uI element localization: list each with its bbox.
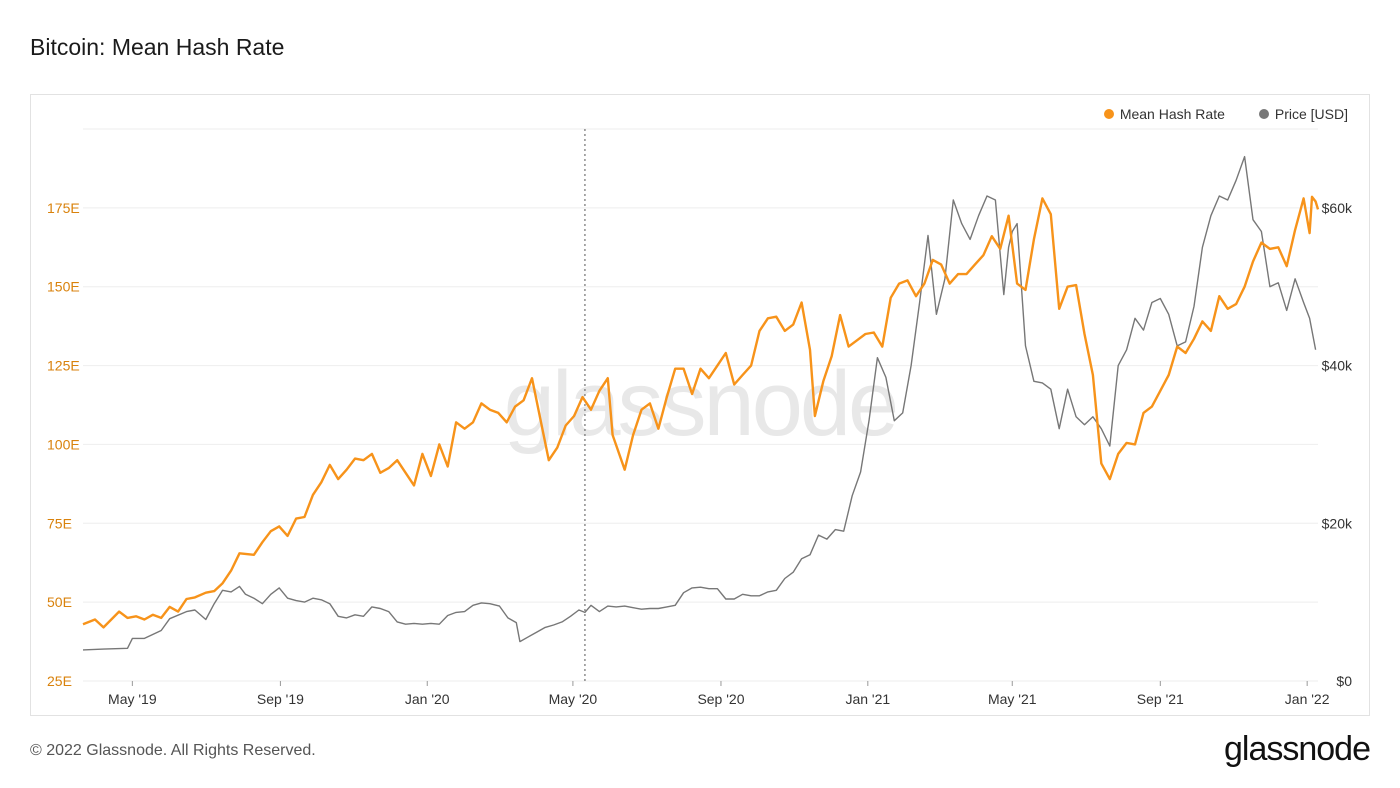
copyright-footer: © 2022 Glassnode. All Rights Reserved.: [30, 742, 316, 759]
x-axis-tick-label: Jan '20: [405, 691, 450, 707]
price-usd-series-line: [82, 155, 1317, 651]
left-axis-tick-label: 175E: [47, 200, 80, 216]
x-axis-tick-label: Sep '21: [1137, 691, 1184, 707]
x-axis-tick-label: May '20: [549, 691, 598, 707]
right-axis-tick-label: $40k: [1322, 358, 1353, 374]
right-axis-tick-label: $0: [1336, 673, 1352, 689]
legend-item-price[interactable]: Price [USD]: [1258, 106, 1348, 122]
left-axis-tick-label: 150E: [47, 279, 80, 295]
grid-lines: [83, 128, 1318, 682]
legend-item-hash-rate[interactable]: Mean Hash Rate: [1103, 106, 1225, 122]
chart-frame: [30, 94, 1370, 716]
chart-title: Bitcoin: Mean Hash Rate: [30, 34, 285, 60]
chart-legend: Mean Hash Rate Price [USD]: [1103, 106, 1348, 122]
left-axis-tick-label: 100E: [47, 436, 80, 452]
left-axis-tick-label: 25E: [47, 673, 72, 689]
price-legend-dot-icon: [1258, 109, 1269, 119]
x-axis-tick-label: May '21: [988, 691, 1037, 707]
brand-logo[interactable]: glassnode: [1223, 730, 1371, 768]
left-axis-tick-label: 125E: [47, 358, 80, 374]
x-axis-tick-label: Jan '21: [845, 691, 890, 707]
x-axis-tick-label: Sep '19: [257, 691, 304, 707]
left-axis: 25E 50E 75E 100E 125E 150E 175E: [47, 200, 80, 689]
left-axis-tick-label: 75E: [47, 515, 72, 531]
mean-hash-rate-series-line: [82, 195, 1320, 629]
left-axis-tick-label: 50E: [47, 594, 72, 610]
right-axis-tick-label: $60k: [1322, 200, 1353, 216]
x-axis: May '19 Sep '19 Jan '20 May '20 Sep '20 Jan '…: [108, 681, 1330, 707]
x-axis-tick-label: Jan '22: [1285, 691, 1330, 707]
x-axis-tick-label: May '19: [108, 691, 157, 707]
right-axis: $0 $20k $40k $60k: [1322, 200, 1353, 689]
legend-label-hash-rate: Mean Hash Rate: [1119, 106, 1225, 122]
x-axis-tick-label: Sep '20: [697, 691, 744, 707]
hash-rate-legend-dot-icon: [1103, 109, 1114, 119]
right-axis-tick-label: $20k: [1322, 515, 1353, 531]
legend-label-price: Price [USD]: [1274, 106, 1348, 122]
